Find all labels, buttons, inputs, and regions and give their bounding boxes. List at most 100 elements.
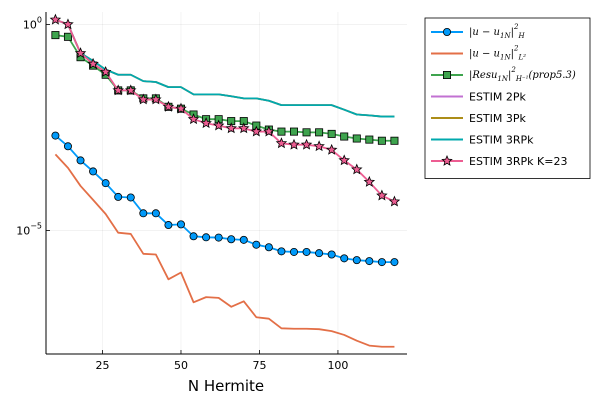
series-2-line: [54, 153, 395, 348]
legend-box: [424, 17, 591, 179]
series-1-point: [63, 142, 72, 151]
series-1-point: [365, 257, 374, 266]
series-1-point: [101, 179, 110, 188]
series-3-point: [289, 127, 298, 136]
series-1-point: [302, 247, 311, 256]
legend-label: ESTIM 2Pk: [469, 91, 527, 104]
series-7-point: [313, 140, 325, 152]
axes: [45, 12, 407, 355]
series-1-point: [139, 209, 148, 218]
series-1-point: [340, 254, 349, 263]
legend-swatch-point: [442, 71, 451, 80]
series-7-point: [376, 189, 388, 201]
series-1-point: [252, 240, 261, 249]
series-layer: [49, 13, 401, 348]
legend-item: ESTIM 3Pk: [431, 112, 527, 125]
y-tick-label: 10−5: [16, 221, 42, 237]
series-3-point: [352, 134, 361, 143]
x-ticks: 25 50 75 100: [96, 350, 348, 372]
legend-swatch-point: [441, 154, 453, 166]
series-7-point: [388, 195, 401, 207]
x-tick-label: 75: [252, 359, 266, 372]
series-1-line: [54, 134, 395, 264]
y-ticks: 100 10−5: [16, 15, 50, 237]
series-3-point: [51, 31, 60, 40]
series-1-point: [89, 167, 98, 176]
series-7-point: [238, 122, 250, 134]
series-7-point: [212, 119, 225, 131]
legend-label: ESTIM 3RPk: [469, 134, 534, 147]
series-6-line: [55, 18, 395, 118]
series-1-point: [114, 192, 123, 201]
series-1-point: [202, 233, 211, 242]
legend-label: |u − u1N|2H: [469, 23, 525, 40]
series-7-point: [137, 93, 150, 105]
series-2: [54, 153, 395, 348]
series-7: [49, 13, 401, 207]
legend-item: ESTIM 2Pk: [431, 91, 527, 104]
legend: |u − u1N|2H |u − u1N|2L² |Resu1N|2H⁻¹(prop…: [424, 17, 591, 179]
legend-label: ESTIM 3Pk: [469, 112, 527, 125]
legend-item: ESTIM 3RPk: [431, 134, 534, 147]
series-7-point: [112, 84, 124, 96]
series-1-point: [289, 247, 298, 256]
y-tick-label: 100: [23, 15, 42, 31]
legend-label: |Resu1N|2H⁻¹(prop5.3): [469, 66, 576, 83]
series-1-point: [239, 235, 248, 244]
series-7-point: [125, 84, 137, 96]
series-7-point: [62, 18, 74, 30]
series-3-point: [302, 128, 311, 137]
series-7-point: [263, 125, 275, 137]
series-3-point: [390, 136, 399, 145]
x-axis-label: N Hermite: [188, 377, 264, 395]
series-7-point: [49, 13, 62, 25]
series-1-point: [377, 258, 386, 267]
series-7-point: [74, 47, 87, 59]
legend-item: |u − u1N|2H: [431, 23, 525, 40]
series-3-point: [327, 129, 336, 138]
series-3-point: [377, 136, 386, 145]
x-tick-label: 50: [174, 359, 188, 372]
legend-item: |Resu1N|2H⁻¹(prop5.3): [431, 66, 576, 83]
series-3-point: [340, 132, 349, 141]
series-1-point: [176, 220, 185, 229]
series-7-point: [363, 175, 376, 187]
series-1: [51, 131, 399, 267]
series-1-point: [151, 209, 160, 218]
series-1-point: [315, 249, 324, 258]
series-7-point: [99, 65, 112, 77]
series-3-point: [277, 127, 286, 136]
series-1-point: [189, 232, 198, 241]
series-7-point: [162, 100, 175, 112]
series-7-point: [275, 137, 288, 149]
series-7-point: [187, 113, 200, 125]
series-7-point: [288, 138, 300, 150]
series-3-point: [365, 135, 374, 144]
legend-swatch-point: [442, 27, 451, 36]
series-6: [55, 18, 395, 118]
series-7-point: [200, 117, 212, 129]
series-3-line: [55, 34, 395, 142]
series-1-point: [390, 258, 399, 267]
series-1-point: [352, 256, 361, 265]
legend-item: ESTIM 3RPk K=23: [431, 154, 567, 168]
series-1-point: [277, 247, 286, 256]
series-7-point: [150, 93, 162, 105]
series-3-point: [63, 32, 72, 41]
series-1-point: [126, 193, 135, 202]
series-1-point: [214, 233, 223, 242]
series-7-point: [338, 154, 350, 166]
series-1-point: [227, 235, 236, 244]
series-7-point: [225, 122, 237, 134]
series-1-point: [51, 131, 60, 140]
series-3-point: [315, 128, 324, 137]
series-1-point: [164, 221, 173, 230]
series-7-point: [87, 57, 99, 69]
series-7-point: [300, 138, 313, 150]
x-tick-label: 25: [96, 359, 110, 372]
series-7-point: [175, 102, 187, 114]
series-7-point: [250, 125, 263, 137]
series-7-point: [351, 163, 363, 175]
series-7-point: [325, 143, 338, 155]
